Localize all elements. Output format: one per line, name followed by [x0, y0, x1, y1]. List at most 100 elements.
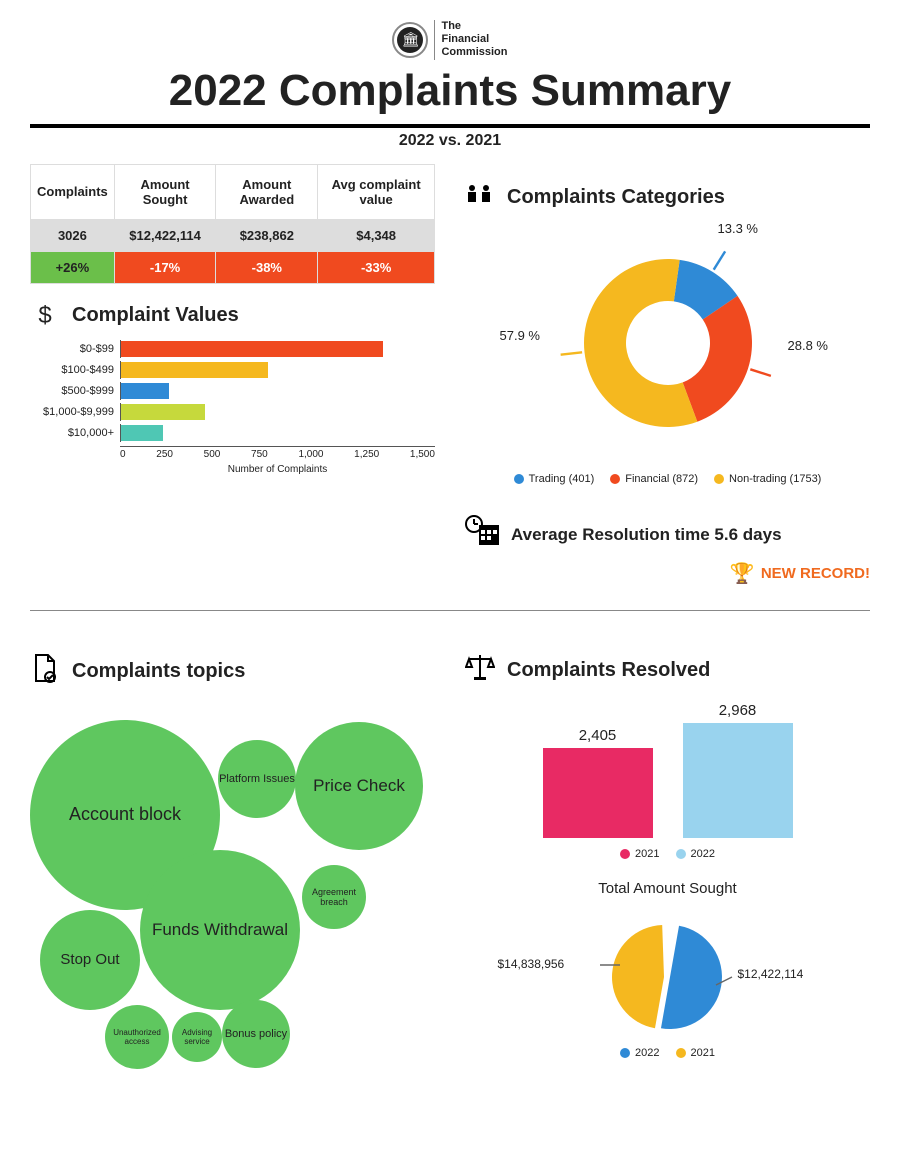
axis-tick: 1,250: [354, 449, 379, 460]
axis-tick: 750: [251, 449, 268, 460]
topic-bubble: Agreement breach: [302, 865, 366, 929]
legend-label: 2021: [635, 848, 659, 860]
bar-row: $1,000-$9,999: [30, 403, 435, 421]
resolved-bar-value: 2,968: [719, 702, 757, 719]
table-delta-cell: -33%: [318, 251, 435, 283]
axis-tick: 0: [120, 449, 126, 460]
table-delta-cell: +26%: [31, 251, 115, 283]
topic-bubble: Funds Withdrawal: [140, 850, 300, 1010]
org-line: Commission: [441, 46, 507, 59]
legend-item: Non-trading (1753): [714, 473, 821, 485]
col-right-top: Complaints Categories 13.3 %28.8 %57.9 %…: [465, 164, 870, 586]
pie-callout: $14,838,956: [498, 957, 565, 971]
donut-callout: 13.3 %: [718, 221, 758, 236]
legend-dot: [714, 474, 724, 484]
bar-fill: [121, 362, 268, 378]
row-top: ComplaintsAmount SoughtAmount AwardedAvg…: [30, 164, 870, 586]
resolved-bar-chart: 2,405 2,968: [465, 698, 870, 838]
bar-row: $500-$999: [30, 382, 435, 400]
legend-label: Trading (401): [529, 473, 595, 485]
pie-slice: [660, 925, 721, 1028]
donut-callout: 57.9 %: [500, 328, 540, 343]
resolved-legend: 2021 2022: [465, 848, 870, 860]
donut-callout: 28.8 %: [788, 338, 828, 353]
total-sought-pie: $12,422,114$14,838,956: [558, 917, 778, 1037]
legend-dot: [620, 1048, 630, 1058]
total-sought-legend: 2022 2021: [465, 1047, 870, 1059]
document-icon: [30, 653, 60, 690]
total-sought-title: Total Amount Sought: [465, 880, 870, 897]
new-record-text: NEW RECORD!: [761, 565, 870, 582]
logo-badge: 🏛: [392, 22, 428, 58]
axis-tick: 500: [204, 449, 221, 460]
org-name: The Financial Commission: [434, 20, 507, 60]
col-left-bottom: Complaints topics Account blockPlatform …: [30, 635, 435, 1080]
legend-item: 2022: [620, 1047, 659, 1059]
topics-head: Complaints topics: [30, 653, 435, 690]
categories-legend: Trading (401) Financial (872) Non-trading …: [465, 473, 870, 485]
bar-row: $0-$99: [30, 340, 435, 358]
resolution-row: Average Resolution time 5.6 days: [465, 515, 870, 555]
legend-item: Financial (872): [610, 473, 698, 485]
pie-callout: $12,422,114: [738, 967, 804, 981]
topic-bubble: Unauthorized access: [105, 1005, 169, 1069]
table-header: Amount Awarded: [216, 164, 318, 219]
resolved-bar-value: 2,405: [579, 727, 617, 744]
legend-dot: [514, 474, 524, 484]
axis-tick: 250: [156, 449, 173, 460]
resolved-title: Complaints Resolved: [507, 659, 710, 682]
pie-slice: [611, 925, 663, 1028]
bar-label: $1,000-$9,999: [30, 406, 120, 418]
resolved-bar-fill: [543, 748, 653, 838]
axis-tick: 1,500: [410, 449, 435, 460]
table-cell: 3026: [31, 219, 115, 251]
bar-label: $500-$999: [30, 385, 120, 397]
bar-fill: [121, 383, 169, 399]
legend-item: 2021: [676, 1047, 715, 1059]
bar-fill: [121, 341, 383, 357]
bar-fill: [121, 404, 205, 420]
table-header: Amount Sought: [114, 164, 216, 219]
resolved-bar: 2,968: [683, 702, 793, 838]
legend-dot: [620, 849, 630, 859]
bar-axis-label: Number of Complaints: [120, 464, 435, 475]
table-cell: $12,422,114: [114, 219, 216, 251]
topic-bubble: Bonus policy: [222, 1000, 290, 1068]
legend-item: 2021: [620, 848, 659, 860]
summary-table: ComplaintsAmount SoughtAmount AwardedAvg…: [30, 164, 435, 284]
logo-area: 🏛 The Financial Commission: [30, 20, 870, 60]
resolved-bar-fill: [683, 723, 793, 838]
legend-label: Financial (872): [625, 473, 698, 485]
topic-bubble: Price Check: [295, 722, 423, 850]
categories-donut: 13.3 %28.8 %57.9 %: [548, 223, 788, 463]
scales-icon: [465, 653, 495, 688]
categories-head: Complaints Categories: [465, 182, 870, 213]
resolved-bar: 2,405: [543, 727, 653, 838]
bar-row: $100-$499: [30, 361, 435, 379]
table-cell: $238,862: [216, 219, 318, 251]
org-line: Financial: [441, 33, 507, 46]
complaint-values-head: $ Complaint Values: [30, 302, 435, 330]
legend-item: 2022: [676, 848, 715, 860]
bank-icon: 🏛: [397, 27, 423, 53]
col-left-top: ComplaintsAmount SoughtAmount AwardedAvg…: [30, 164, 435, 586]
clock-calendar-icon: [465, 515, 501, 555]
table-header: Avg complaint value: [318, 164, 435, 219]
bar-fill: [121, 425, 163, 441]
dollar-icon: $: [30, 302, 60, 330]
legend-item: Trading (401): [514, 473, 595, 485]
complaint-values-title: Complaint Values: [72, 304, 239, 327]
resolved-head: Complaints Resolved: [465, 653, 870, 688]
bar-axis-ticks: 02505007501,0001,2501,500: [120, 446, 435, 460]
topic-bubble: Platform Issues: [218, 740, 296, 818]
legend-label: 2021: [691, 1047, 715, 1059]
new-record-row: 🏆 NEW RECORD!: [465, 561, 870, 586]
legend-label: Non-trading (1753): [729, 473, 821, 485]
mid-rule: [30, 610, 870, 611]
categories-icon: [465, 182, 495, 213]
title-rule: [30, 124, 870, 128]
page-title: 2022 Complaints Summary: [30, 66, 870, 116]
bar-label: $10,000+: [30, 427, 120, 439]
table-header: Complaints: [31, 164, 115, 219]
legend-label: 2022: [635, 1047, 659, 1059]
